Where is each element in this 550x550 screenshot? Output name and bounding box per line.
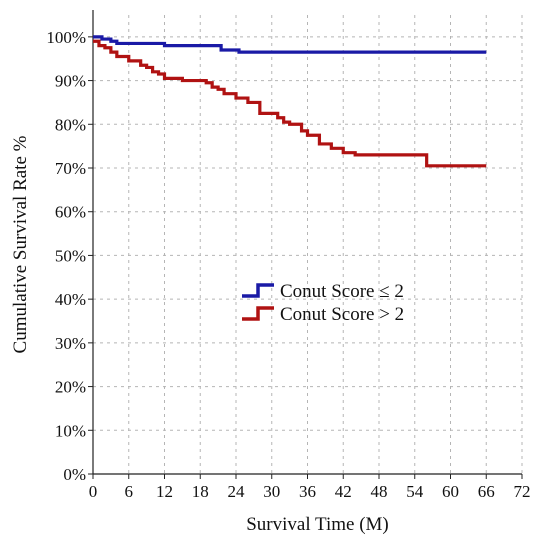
x-tick-label: 60 <box>442 482 459 501</box>
axes <box>88 10 523 479</box>
y-tick-label: 0% <box>63 465 86 484</box>
y-tick-label: 80% <box>55 115 86 134</box>
x-tick-label: 24 <box>228 482 246 501</box>
legend-swatch-conut-low <box>242 283 274 298</box>
legend-label-conut-high: Conut Score > 2 <box>280 304 404 325</box>
x-tick-label: 48 <box>371 482 388 501</box>
series-line-conut-high <box>93 39 487 168</box>
x-tick-label: 36 <box>299 482 316 501</box>
x-tick-label: 72 <box>514 482 531 501</box>
x-tick-label: 18 <box>192 482 209 501</box>
grid <box>93 15 523 474</box>
x-tick-label: 54 <box>406 482 424 501</box>
y-tick-label: 50% <box>55 246 86 265</box>
x-tick-label: 30 <box>263 482 280 501</box>
x-axis-title: Survival Time (M) <box>246 514 389 535</box>
y-tick-label: 40% <box>55 290 86 309</box>
y-tick-label: 20% <box>55 378 86 397</box>
y-axis-title: Cumulative Survival Rate % <box>10 135 31 353</box>
series-line-conut-low <box>93 35 487 54</box>
legend: Conut Score ≤ 2 Conut Score > 2 <box>242 281 404 325</box>
y-tick-label: 70% <box>55 159 86 178</box>
y-tick-label: 30% <box>55 334 86 353</box>
y-tick-label: 90% <box>55 72 86 91</box>
x-tick-label: 42 <box>335 482 352 501</box>
legend-label-conut-low: Conut Score ≤ 2 <box>280 281 404 302</box>
x-tick-label: 12 <box>156 482 173 501</box>
x-tick-label: 66 <box>478 482 495 501</box>
tick-labels: 0 6 12 18 24 30 36 42 48 54 60 66 72 0% 10% 20% 30% 40% 50… <box>46 28 530 501</box>
series-lines <box>93 35 487 168</box>
x-tick-label: 0 <box>89 482 98 501</box>
legend-swatch-conut-high <box>242 306 274 321</box>
y-tick-label: 10% <box>55 421 86 440</box>
x-tick-label: 6 <box>125 482 134 501</box>
y-tick-label: 60% <box>55 203 86 222</box>
y-tick-label: 100% <box>46 28 86 47</box>
